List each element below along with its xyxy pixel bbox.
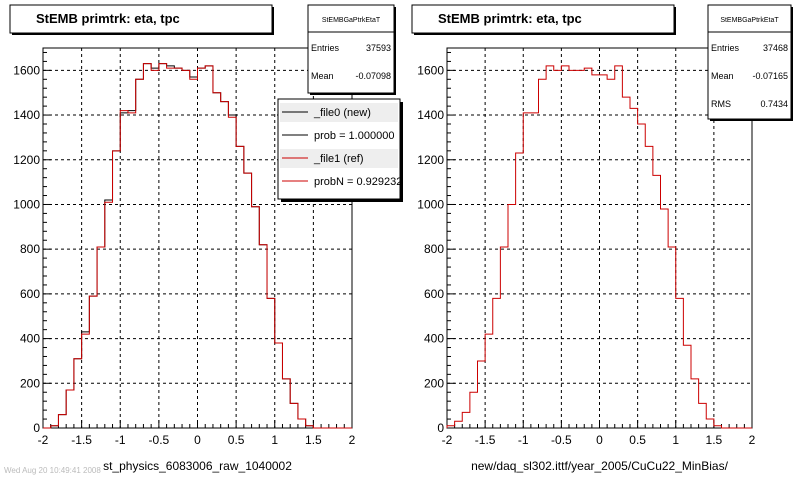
- x-tick-label: -0.5: [149, 433, 170, 447]
- x-tick-label: -1.5: [71, 433, 92, 447]
- title-box: [411, 4, 675, 34]
- x-tick-label: -1: [115, 433, 126, 447]
- x-tick-label: -0.5: [551, 433, 572, 447]
- chart-title: StEMB primtrk: eta, tpc: [438, 11, 582, 26]
- x-tick-label: -2: [38, 433, 49, 447]
- x-tick-label: -1: [518, 433, 529, 447]
- histogram-panel-1: -2 -1.5 -1 -0.5 0 0.5 1 1.5 2 0 200 400 600 800 1000 12…: [9, 4, 403, 473]
- stats-label: RMS: [711, 99, 731, 109]
- y-tick-label: 800: [424, 242, 444, 256]
- x-tick-label: 2: [749, 433, 756, 447]
- legend-row-bg: [280, 172, 398, 191]
- histogram-series-1: [446, 65, 752, 429]
- chart-title: StEMB primtrk: eta, tpc: [36, 11, 180, 26]
- histogram-panel-2: -2 -1.5 -1 -0.5 0 0.5 1 1.5 2 0 200 400 600 800 1000 12…: [411, 4, 793, 473]
- y-tick-label: 600: [20, 287, 40, 301]
- stats-value: 0.7434: [760, 99, 788, 109]
- stats-label: Mean: [311, 71, 334, 81]
- x-tick-label: 0.5: [228, 433, 245, 447]
- stats-header: StEMBGaPtrkEtaT: [720, 17, 779, 24]
- y-tick-label: 200: [424, 376, 444, 390]
- footer-timestamp: Wed Aug 20 10:49:41 2008: [4, 466, 101, 475]
- y-tick-label: 1600: [13, 63, 40, 77]
- x-tick-label: 0.5: [629, 433, 646, 447]
- y-tick-label: 1000: [13, 197, 40, 211]
- y-tick-label: 0: [437, 421, 444, 435]
- x-tick-label: 0: [596, 433, 603, 447]
- title-box: [9, 4, 273, 34]
- y-tick-label: 800: [20, 242, 40, 256]
- x-tick-label: -1.5: [475, 433, 496, 447]
- legend-label: _file1 (ref): [313, 153, 364, 165]
- x-tick-label: 2: [349, 433, 356, 447]
- stats-label: Entries: [711, 43, 740, 53]
- y-tick-label: 1400: [417, 108, 444, 122]
- x-tick-label: 1: [672, 433, 679, 447]
- stats-box: [707, 4, 792, 120]
- y-tick-label: 400: [20, 332, 40, 346]
- legend-label: prob = 1.000000: [314, 130, 394, 142]
- x-tick-label: 1.5: [706, 433, 723, 447]
- x-tick-label: 1.5: [305, 433, 322, 447]
- y-tick-label: 400: [424, 332, 444, 346]
- y-tick-label: 0: [33, 421, 40, 435]
- legend-row-bg: [280, 149, 398, 168]
- stats-value: -0.07098: [355, 71, 391, 81]
- x-axis-label: st_physics_6083006_raw_1040002: [103, 459, 292, 473]
- stats-value: 37593: [366, 43, 391, 53]
- stats-value: -0.07165: [752, 71, 788, 81]
- x-tick-label: 1: [271, 433, 278, 447]
- legend-row-bg: [280, 126, 398, 145]
- y-tick-label: 1600: [417, 63, 444, 77]
- stats-value: 37468: [763, 43, 788, 53]
- y-tick-label: 1200: [417, 153, 444, 167]
- stats-label: Mean: [711, 71, 734, 81]
- stats-header: StEMBGaPtrkEtaT: [322, 17, 381, 24]
- y-tick-label: 600: [424, 287, 444, 301]
- plot-frame: [446, 47, 753, 429]
- legend-label: _file0 (new): [313, 107, 371, 119]
- x-tick-label: -2: [442, 433, 453, 447]
- x-axis-label: new/daq_sl302.ittf/year_2005/CuCu22_MinB…: [471, 459, 728, 473]
- legend-row-bg: [280, 103, 398, 122]
- stats-box: [307, 4, 395, 94]
- histogram-series-2: [43, 63, 352, 429]
- y-tick-label: 1400: [13, 108, 40, 122]
- y-tick-label: 1000: [417, 197, 444, 211]
- legend-label: probN = 0.929232: [314, 176, 402, 188]
- y-tick-label: 1200: [13, 153, 40, 167]
- x-tick-label: 0: [194, 433, 201, 447]
- y-tick-label: 200: [20, 376, 40, 390]
- stats-label: Entries: [311, 43, 340, 53]
